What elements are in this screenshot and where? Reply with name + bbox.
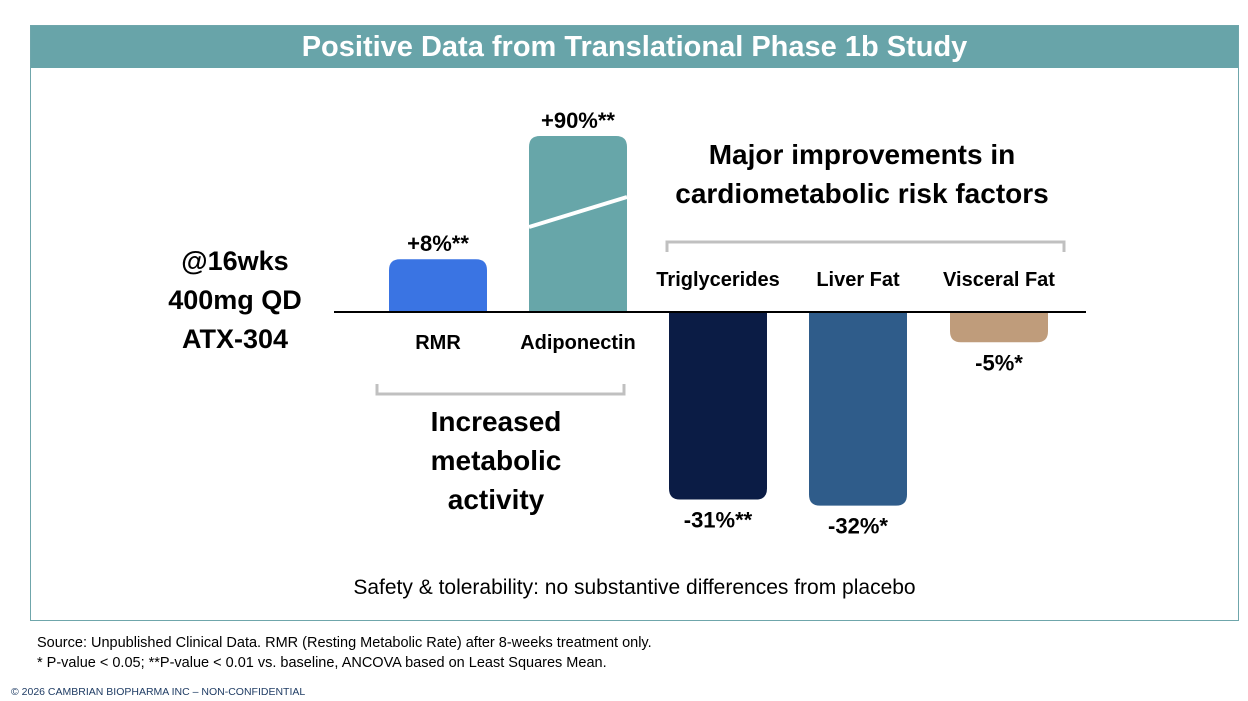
increase-bracket <box>375 384 626 396</box>
value-label-triglycerides: -31%** <box>684 508 753 533</box>
value-label-liver-fat: -32%* <box>828 514 888 539</box>
increase-heading-line-2: metabolic <box>430 445 562 476</box>
dose-line-2: 400mg QD <box>168 285 302 315</box>
value-label-visceral-fat: -5%* <box>975 350 1023 375</box>
category-label-rmr: RMR <box>415 332 461 354</box>
bar-adiponectin <box>529 136 627 312</box>
category-label-adiponectin: Adiponectin <box>520 332 636 354</box>
value-label-adiponectin: +90%** <box>541 108 615 133</box>
safety-note: Safety & tolerability: no substantive di… <box>353 576 916 599</box>
footnote-source: Source: Unpublished Clinical Data. RMR (… <box>37 635 652 651</box>
bar-liver-fat <box>809 312 907 506</box>
improve-heading-line-2: cardiometabolic risk factors <box>675 178 1049 209</box>
increase-heading-line-3: activity <box>447 484 545 515</box>
dose-line-1: @16wks <box>181 246 289 276</box>
bar-rmr <box>389 259 487 312</box>
axis-break-mark <box>528 195 628 229</box>
increase-heading-line-1: Increased <box>430 406 562 437</box>
slide-title: Positive Data from Translational Phase 1… <box>31 26 1238 68</box>
copyright-notice: © 2026 CAMBRIAN BIOPHARMA INC – NON-CONF… <box>11 686 306 698</box>
dose-line-3: ATX-304 <box>181 324 289 354</box>
improve-heading-line-1: Major improvements in <box>708 139 1016 170</box>
footnote-pvalue: * P-value < 0.05; **P-value < 0.01 vs. b… <box>37 655 607 671</box>
category-label-visceral-fat: Visceral Fat <box>943 269 1055 291</box>
category-label-triglycerides: Triglycerides <box>656 269 779 291</box>
category-label-liver-fat: Liver Fat <box>816 269 900 291</box>
group-brackets <box>375 240 1066 396</box>
chart-labels: +8%** RMR +90%** Adiponectin -31%** Triglycer… <box>407 108 1055 539</box>
chart-bars <box>334 136 1086 506</box>
value-label-rmr: +8%** <box>407 231 469 256</box>
bar-visceral-fat <box>950 312 1048 343</box>
bar-triglycerides <box>669 312 767 500</box>
improve-bracket <box>665 240 1066 252</box>
